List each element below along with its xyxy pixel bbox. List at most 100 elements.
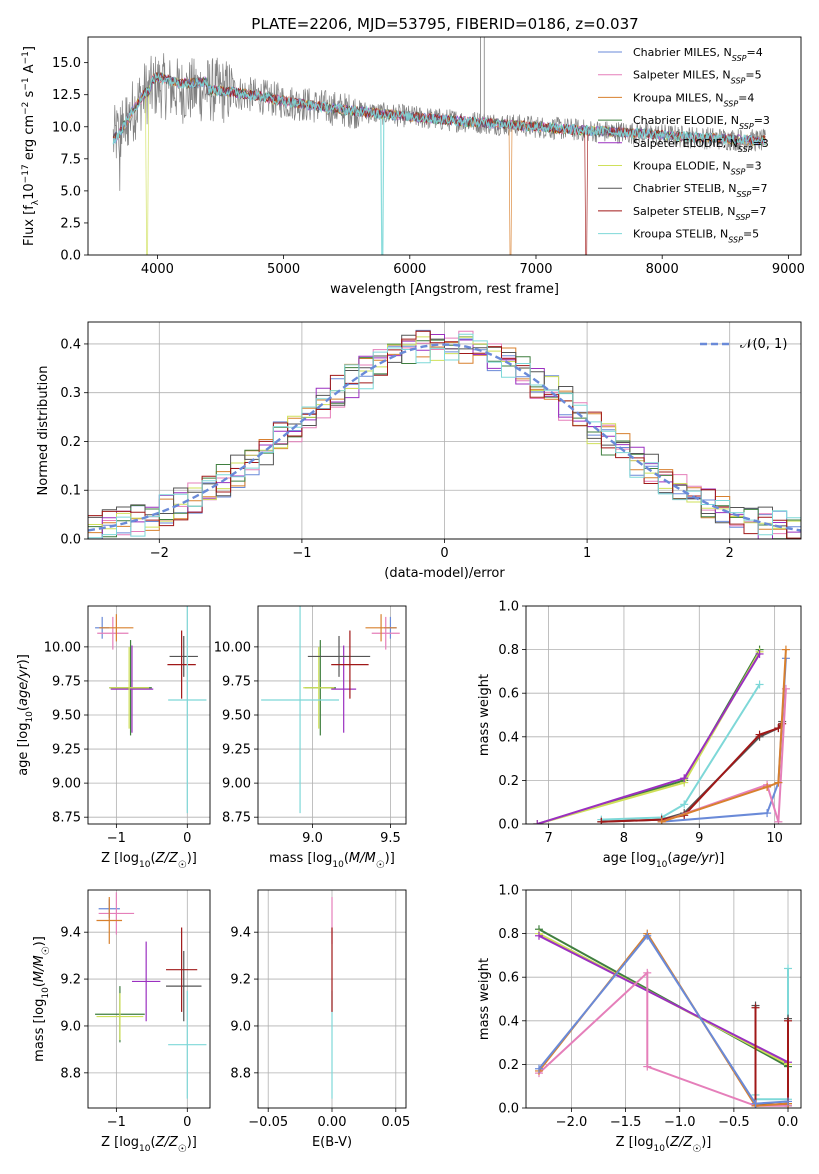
legend-entry: Salpeter MILES, NSSP=5: [633, 69, 762, 86]
y-tick-label: 0.6: [498, 971, 519, 986]
y-tick-label: 0.8: [498, 927, 519, 942]
y-tick-label: 9.50: [222, 709, 251, 724]
y-tick-label: 10.00: [44, 640, 81, 655]
axes-weight-age: 7 8 9 10 0.0 0.2 0.4 0.6 0.8 1.0 mass weight age [l…: [477, 600, 802, 870]
legend-sep: , N: [724, 114, 739, 127]
x-axis-label: age [log10(age/yr)]: [603, 851, 725, 870]
label-part: ☉: [41, 946, 52, 955]
x-tick-label: 9000: [772, 262, 805, 277]
legend-entry: Kroupa MILES, NSSP=4: [633, 91, 754, 108]
legend-eq: =: [751, 182, 760, 195]
histogram-kroupa-stelib: [88, 333, 801, 539]
grid-mass-Z: [88, 890, 210, 1108]
y-tick-label: 0.0: [60, 533, 81, 548]
x-tick-label: 10: [766, 831, 783, 846]
label-part: 10: [25, 711, 35, 723]
label-part: −17: [21, 164, 31, 183]
plot-area-spectrum: [112, 37, 766, 255]
ticks-age-Z: −1 0 8.75 9.00 9.25 9.50 9.75 10.00: [44, 640, 192, 846]
ticks-weight-age: 7 8 9 10 0.0 0.2 0.4 0.6 0.8 1.0: [498, 600, 783, 847]
x-tick-label: 6000: [393, 262, 426, 277]
legend-entry: Chabrier MILES, NSSP=4: [633, 46, 763, 63]
weight-line-chabrier-miles: [538, 934, 789, 1105]
axes-frame: [525, 605, 802, 825]
y-tick-label: 0.2: [498, 774, 519, 789]
label-part: −2: [21, 102, 31, 115]
legend-eq: =: [743, 228, 752, 241]
y-axis-label: mass weight: [477, 674, 492, 756]
y-tick-label: 1.0: [498, 884, 519, 899]
y-axis-label: Flux [fλ10−17 erg cm−2 s−1 A−1]: [21, 46, 41, 246]
axes-mass-EBV: −0.05 0.00 0.05 8.8 9.0 9.2 9.4 E(B-V): [230, 889, 410, 1150]
axes-mass-Z: −1 08.89.09.29.4Z [log10(Z/Z☉)]mass [log1…: [32, 889, 211, 1155]
label-part: (: [150, 851, 155, 866]
x-tick-label: 5000: [267, 262, 300, 277]
label-part: age/yr: [672, 851, 715, 866]
legend-sub: SSP: [732, 54, 747, 63]
x-tick-label: 0: [440, 546, 448, 561]
label-part: 10: [654, 1144, 666, 1154]
legend-nssp: 3: [763, 114, 770, 127]
y-tick-label: 10.00: [214, 640, 251, 655]
weight-line-kroupa-miles: [661, 649, 787, 823]
x-tick-label: 8000: [646, 262, 679, 277]
y-tick-label: 0.0: [60, 249, 81, 264]
label-part: erg cm: [22, 115, 37, 164]
label-part: ☉: [178, 1144, 187, 1155]
y-tick-label: 0.0: [498, 1102, 519, 1117]
label-part: 10: [41, 987, 51, 999]
x-tick-label: −1: [107, 1115, 126, 1130]
y-tick-label: 0.4: [498, 1014, 519, 1029]
x-tick-label: −1.0: [664, 1115, 696, 1130]
legend-sep: , N: [715, 160, 730, 173]
label-part: Flux [f: [22, 205, 37, 246]
grid-age-Z: [88, 606, 210, 824]
legend-nssp: 3: [762, 137, 769, 150]
y-tick-label: 5.0: [60, 184, 81, 199]
y-tick-label: 9.50: [52, 709, 81, 724]
weight-line-salpeter-miles: [538, 970, 788, 1107]
label-part: mass [log: [32, 999, 47, 1062]
legend-eq: =: [754, 114, 763, 127]
y-tick-label: 2.5: [60, 216, 81, 231]
x-tick-label: 9.5: [380, 831, 401, 846]
label-part: Z [log: [101, 1135, 139, 1150]
legend-sub: SSP: [735, 212, 750, 221]
legend-entry: Salpeter ELODIE, NSSP=3: [633, 137, 769, 154]
y-tick-label: 0.8: [498, 643, 519, 658]
label-part: (: [16, 706, 31, 711]
y-tick-label: 8.8: [230, 1066, 251, 1081]
y-tick-label: 12.5: [52, 88, 81, 103]
ticks-spectrum: 4000 5000 6000 7000 8000 9000 0.0 2.5 5.0 7.5 10.0…: [52, 56, 805, 277]
legend-sep: , N: [717, 46, 732, 59]
legend-sub: SSP: [739, 122, 754, 131]
legend-name: Kroupa ELODIE: [633, 160, 715, 173]
label-part: λ: [31, 199, 41, 205]
plot-area-age-mass: [261, 606, 400, 814]
x-tick-label: 0: [183, 831, 191, 846]
legend-eq: =: [746, 46, 755, 59]
y-tick-label: 0.4: [498, 730, 519, 745]
x-tick-label: 0.05: [381, 1115, 410, 1130]
legend-eq: =: [750, 205, 759, 218]
weight-line-salpeter-elodie: [538, 934, 789, 1064]
legend-sep: , N: [708, 91, 723, 104]
x-tick-label: 0.00: [318, 1115, 347, 1130]
y-axis-label: age [log10(age/yr)]: [16, 654, 35, 776]
label-part: Normed distribution: [36, 366, 51, 496]
legend-eq: =: [745, 69, 754, 82]
legend-name: Salpeter MILES: [633, 69, 715, 82]
legend-name: Chabrier MILES: [633, 46, 717, 59]
label-part: 10: [332, 860, 344, 870]
x-tick-label: −1: [292, 546, 311, 561]
y-tick-label: 7.5: [60, 152, 81, 167]
label-part: 10: [139, 860, 151, 870]
x-tick-label: −0.05: [248, 1115, 288, 1130]
y-tick-label: 9.25: [222, 743, 251, 758]
axes-frame: [525, 889, 802, 1109]
legend-sep: , N: [721, 182, 736, 195]
legend-sub: SSP: [738, 144, 753, 153]
y-axis-label: mass weight: [477, 958, 492, 1040]
